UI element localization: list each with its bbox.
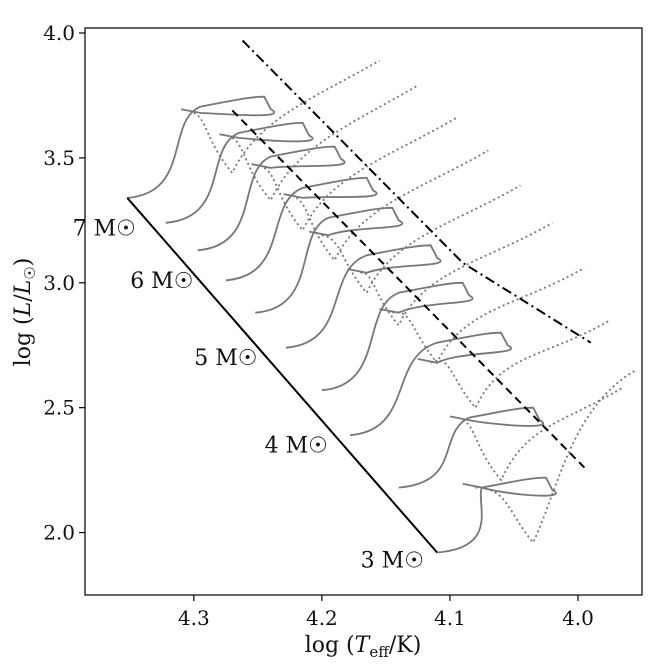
track-giant-branch-2	[263, 117, 457, 232]
track-main-sequence-1	[165, 121, 314, 224]
x-axis-ticks: 4.3 4.2 4.1 4.0	[178, 595, 594, 630]
mass-label: 4 M☉	[265, 434, 328, 459]
track-giant-branch-5	[360, 222, 553, 327]
reference-line-dashdot	[241, 39, 592, 344]
track-giant-branch-0	[193, 59, 380, 175]
track-giant-branch-7	[430, 319, 611, 410]
track-main-sequence-9	[437, 476, 557, 554]
reference-line-dashed	[231, 109, 586, 469]
track-giant-branch-8	[462, 386, 624, 482]
track-main-sequence-7	[350, 331, 512, 436]
track-main-sequence-3	[225, 176, 378, 282]
mass-label: 6 M☉	[130, 269, 193, 294]
reference-lines	[126, 39, 592, 554]
plot-frame	[84, 27, 643, 596]
y-tick-label: 3.0	[43, 271, 75, 295]
reference-line-solid	[126, 197, 438, 554]
y-tick-label: 2.5	[43, 396, 75, 420]
track-main-sequence-4	[255, 206, 403, 314]
mass-label: 7 M☉	[73, 216, 136, 241]
mass-labels: 7 M☉ 6 M☉ 5 M☉ 4 M☉ 3 M☉	[73, 216, 424, 573]
y-tick-label: 2.0	[43, 521, 75, 545]
mass-label: 5 M☉	[194, 346, 257, 371]
x-tick-label: 4.1	[434, 606, 466, 630]
track-giant-branch-1	[231, 84, 419, 202]
y-tick-label: 3.5	[43, 146, 75, 170]
x-axis-label: log (Teff/K)	[305, 633, 422, 661]
track-main-sequence-8	[398, 406, 544, 489]
y-axis-ticks: 2.0 2.5 3.0 3.5 4.0	[43, 21, 85, 545]
y-axis-label: log (L/L☉)	[11, 258, 39, 367]
x-tick-label: 4.2	[306, 606, 338, 630]
track-main-sequence-6	[321, 281, 474, 392]
x-tick-label: 4.3	[178, 606, 210, 630]
mass-label: 3 M☉	[361, 549, 424, 574]
track-main-sequence-5	[285, 244, 442, 349]
track-main-sequence-0	[127, 95, 275, 199]
y-tick-label: 4.0	[43, 21, 75, 45]
track-giant-branch-6	[392, 267, 585, 365]
track-giant-branch-4	[321, 184, 521, 295]
evolutionary-tracks	[127, 59, 637, 554]
track-giant-branch-3	[295, 149, 489, 262]
x-tick-label: 4.0	[562, 606, 594, 630]
track-main-sequence-2	[197, 145, 346, 252]
